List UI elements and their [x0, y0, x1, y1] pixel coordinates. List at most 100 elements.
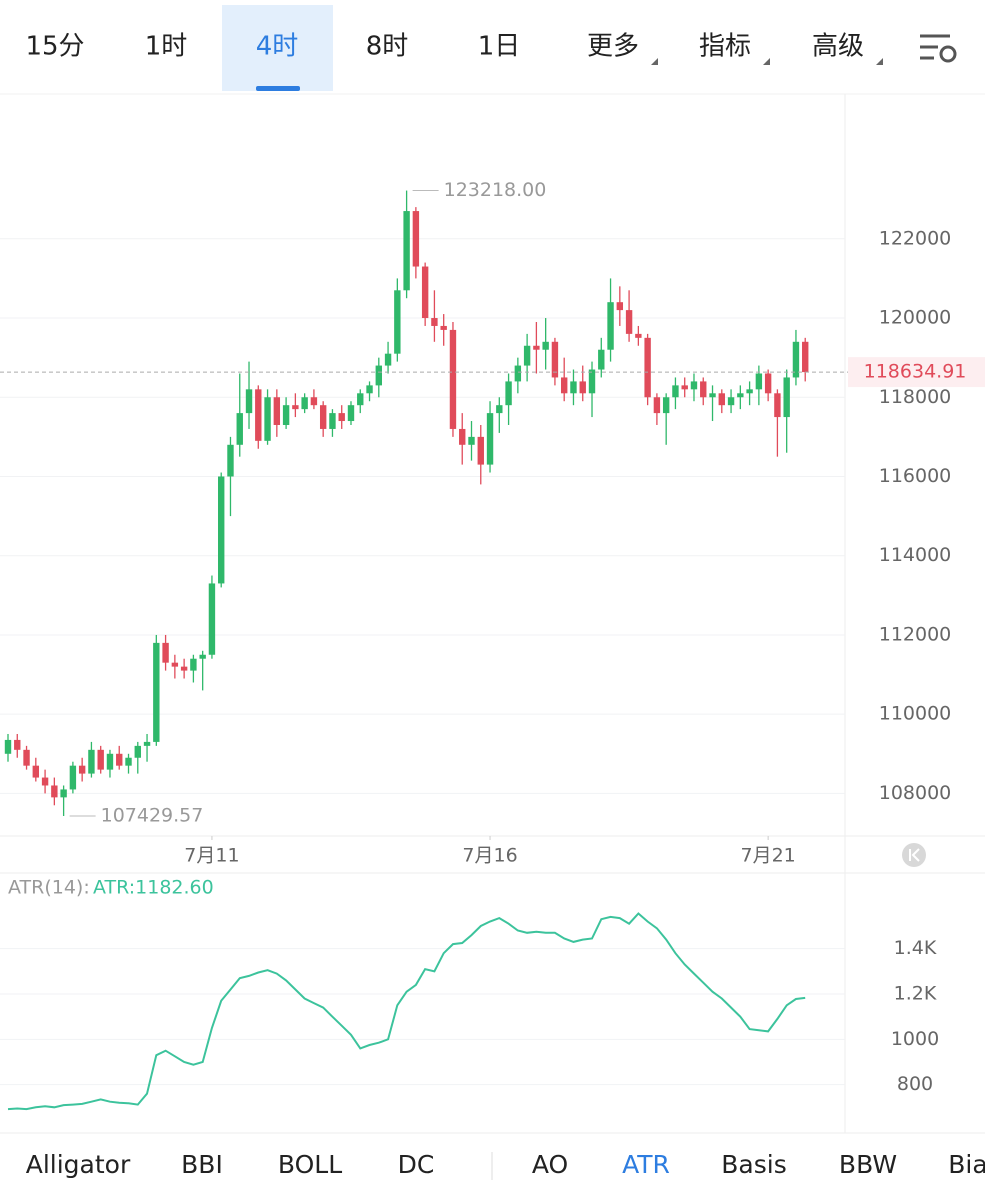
y-tick-label: 118000: [879, 386, 952, 408]
candle: [607, 278, 614, 362]
candle-body: [106, 753, 114, 770]
candle-body: [764, 373, 772, 394]
indicator-tab[interactable]: Alligator: [26, 1150, 131, 1179]
menu-button[interactable]: 指标: [699, 32, 751, 62]
candle-body: [514, 365, 522, 382]
menu-caret: [651, 58, 658, 65]
atr-title: ATR(14):: [8, 877, 90, 899]
menu-caret: [763, 58, 770, 65]
candle: [329, 409, 336, 437]
candle-body: [292, 405, 299, 410]
candle: [180, 658, 188, 679]
candle: [218, 472, 225, 588]
candle-body: [672, 385, 679, 398]
candle: [190, 654, 197, 683]
candle-body: [551, 341, 559, 378]
timeframe-tab[interactable]: 1时: [145, 32, 188, 62]
indicator-tab[interactable]: Basis: [721, 1150, 786, 1179]
candle: [366, 381, 373, 402]
candle: [51, 777, 58, 806]
max-label: 123218.00: [444, 179, 547, 201]
candle: [162, 634, 169, 671]
candle: [245, 361, 253, 429]
candle-body: [4, 739, 12, 754]
active-tab-indicator: [256, 86, 300, 91]
candle: [672, 377, 679, 410]
candle: [60, 785, 67, 817]
candle-body: [190, 658, 197, 671]
candle: [319, 401, 327, 437]
candle: [41, 769, 49, 794]
indicator-tab[interactable]: DC: [398, 1150, 435, 1179]
candle: [143, 733, 151, 762]
timeframe-tab[interactable]: 4时: [256, 32, 299, 62]
candle: [412, 207, 420, 279]
candle: [468, 421, 475, 461]
indicator-tab[interactable]: AO: [532, 1150, 568, 1179]
candle: [292, 393, 299, 418]
candle: [746, 381, 753, 406]
menu-button[interactable]: 更多: [587, 32, 639, 62]
candle-body: [681, 385, 688, 390]
indicator-tab[interactable]: ATR: [622, 1150, 670, 1179]
candle: [14, 733, 21, 758]
candle-body: [607, 302, 614, 350]
candle: [477, 424, 484, 485]
last-price-box: [848, 357, 985, 388]
y-tick-label: 110000: [879, 703, 952, 725]
settings-icon[interactable]: [920, 34, 957, 63]
candle-body: [245, 389, 253, 414]
candle: [4, 733, 12, 762]
candle: [421, 262, 429, 326]
candle: [616, 286, 624, 326]
candle: [171, 654, 179, 679]
indicator-tab[interactable]: Bia: [948, 1150, 985, 1179]
candle: [653, 393, 661, 425]
candle: [561, 357, 568, 402]
y-tick-label: 1000: [891, 1028, 939, 1050]
candle: [625, 290, 633, 342]
candle: [69, 761, 77, 794]
candle: [394, 278, 401, 362]
candle-body: [273, 397, 281, 425]
candle-body: [505, 381, 512, 406]
candle: [97, 745, 104, 774]
y-tick-label: 122000: [879, 227, 952, 249]
timeframe-tab[interactable]: 15分: [25, 32, 84, 62]
candle-body: [255, 389, 262, 441]
candle-body: [310, 397, 318, 406]
candle: [125, 753, 132, 774]
candle: [88, 741, 95, 778]
candle-body: [570, 381, 577, 394]
candle: [347, 401, 355, 425]
candle-body: [116, 753, 123, 766]
candle-body: [199, 654, 206, 659]
timeframe-tab[interactable]: 8时: [366, 32, 409, 62]
atr-line: [7, 912, 806, 1111]
candle: [662, 393, 670, 445]
candle-body: [403, 211, 410, 291]
y-tick-label: 120000: [879, 307, 952, 329]
indicator-tab[interactable]: BBW: [839, 1150, 897, 1179]
candle: [802, 337, 809, 382]
candle: [301, 393, 308, 414]
candle-body: [449, 329, 457, 429]
candle-body: [236, 413, 243, 445]
indicator-tab[interactable]: BOLL: [278, 1150, 342, 1179]
candle: [486, 401, 494, 473]
menu-button[interactable]: 高级: [812, 32, 864, 62]
candle: [440, 314, 447, 346]
candle-body: [644, 337, 651, 398]
indicator-tab[interactable]: BBI: [181, 1150, 223, 1179]
candle-body: [180, 666, 188, 671]
candle: [598, 337, 605, 378]
candle-body: [218, 476, 225, 584]
candle: [282, 397, 290, 429]
candle-body: [523, 345, 531, 366]
candle-body: [78, 765, 86, 774]
timeframe-tab[interactable]: 1日: [478, 32, 521, 62]
candle-body: [264, 397, 271, 441]
candle: [116, 745, 123, 770]
candle-body: [746, 389, 753, 394]
